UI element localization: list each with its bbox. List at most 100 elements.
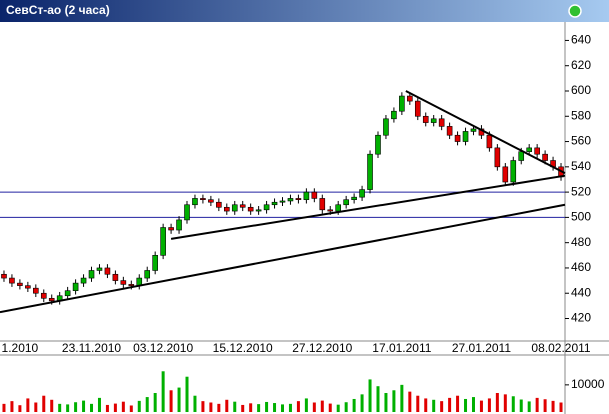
volume-bar: [392, 390, 396, 412]
y-tick-label: 460: [571, 260, 591, 274]
candle-body: [375, 134, 381, 155]
candle-body: [112, 273, 119, 281]
candle-body: [25, 285, 31, 289]
volume-bar: [344, 402, 348, 412]
candle-body: [279, 200, 286, 203]
volume-bar: [281, 404, 284, 412]
volume-bar: [304, 398, 308, 412]
volume-bar: [384, 393, 388, 412]
volume-bar: [408, 391, 412, 412]
candle-body: [391, 110, 397, 120]
volume-bar: [312, 402, 316, 412]
candle-body: [216, 201, 222, 208]
candle-body: [144, 270, 151, 279]
volume-bar: [185, 376, 189, 412]
volume-bar: [559, 402, 563, 412]
volume-bar: [42, 395, 46, 412]
candle-body: [33, 287, 39, 294]
x-tick-label: 1.2010: [2, 341, 39, 355]
volume-bar: [113, 403, 117, 412]
volume-bar: [225, 399, 229, 412]
volume-bar: [288, 403, 292, 412]
volume-bar: [26, 398, 30, 412]
candle-body: [494, 147, 501, 168]
candle-body: [446, 126, 453, 136]
volume-bar: [487, 398, 491, 412]
candle-body: [176, 219, 182, 231]
trend-line: [405, 90, 566, 175]
volume-bar: [535, 397, 539, 412]
volume-bar: [273, 403, 277, 412]
volume-bar: [193, 395, 197, 412]
volume-bar: [519, 399, 523, 412]
candle-body: [351, 196, 357, 200]
candle-body: [462, 131, 469, 142]
volume-bar: [440, 401, 444, 412]
candle-body: [295, 198, 302, 200]
volume-bar: [145, 397, 149, 412]
candle-body: [208, 199, 214, 203]
volume-bar: [105, 404, 109, 412]
status-icon[interactable]: [568, 4, 582, 18]
volume-bar: [129, 405, 133, 412]
candle-body: [152, 255, 158, 271]
volume-bar: [177, 387, 181, 412]
candle-body: [9, 277, 15, 284]
candle-body: [168, 227, 174, 231]
candle-body: [486, 134, 493, 149]
candle-body: [534, 147, 540, 155]
candle-body: [327, 209, 334, 212]
y-tick-label: 480: [571, 235, 591, 249]
volume-bar: [471, 397, 475, 412]
volume-bar: [153, 393, 157, 412]
candle-body: [255, 209, 262, 212]
volume-bar: [2, 403, 6, 412]
candle-body: [454, 134, 461, 142]
volume-bar: [464, 398, 468, 412]
volume-bar: [82, 400, 86, 412]
x-tick-label: 23.11.2010: [62, 341, 121, 355]
y-tick-label: 440: [571, 285, 591, 299]
y-tick-label: 600: [571, 83, 591, 97]
candle-body: [430, 118, 437, 123]
candle-body: [88, 270, 95, 279]
y-tick-label: 580: [571, 108, 591, 122]
volume-bar: [265, 401, 269, 412]
candle-body: [120, 280, 127, 285]
candle-body: [80, 277, 87, 284]
candle-body: [40, 292, 47, 299]
candle-body: [247, 206, 254, 212]
volume-bar: [58, 403, 62, 412]
candle-body: [438, 118, 445, 127]
candle-body: [287, 198, 294, 202]
candle-body: [160, 227, 166, 256]
volume-bar: [249, 403, 253, 412]
volume-bar: [296, 401, 300, 412]
volume-bar: [543, 399, 547, 412]
candle-body: [200, 198, 206, 200]
y-tick-label: 420: [571, 311, 591, 325]
candle-body: [303, 191, 310, 200]
candle-body: [128, 284, 135, 286]
volume-bar: [209, 402, 213, 412]
candle-body: [502, 166, 509, 183]
candle-body: [510, 160, 517, 183]
candle-body: [17, 282, 23, 286]
x-tick-label: 03.12.2010: [133, 341, 193, 355]
volume-bar: [360, 394, 364, 412]
volume-bar: [90, 403, 94, 412]
trend-line: [170, 174, 566, 240]
x-tick-label: 27.12.2010: [292, 341, 352, 355]
volume-bar: [217, 403, 221, 412]
volume-bar: [257, 404, 261, 412]
chart-title: СевСт-ао (2 часа): [6, 3, 110, 17]
candle-body: [1, 273, 7, 279]
volume-bar: [336, 404, 340, 412]
volume-bar: [376, 386, 380, 412]
volume-bar: [169, 390, 173, 412]
candle-body: [184, 204, 190, 221]
candle-body: [383, 118, 389, 136]
volume-bar: [50, 399, 54, 412]
y-tick-label: 520: [571, 184, 591, 198]
volume-bar: [456, 395, 460, 412]
